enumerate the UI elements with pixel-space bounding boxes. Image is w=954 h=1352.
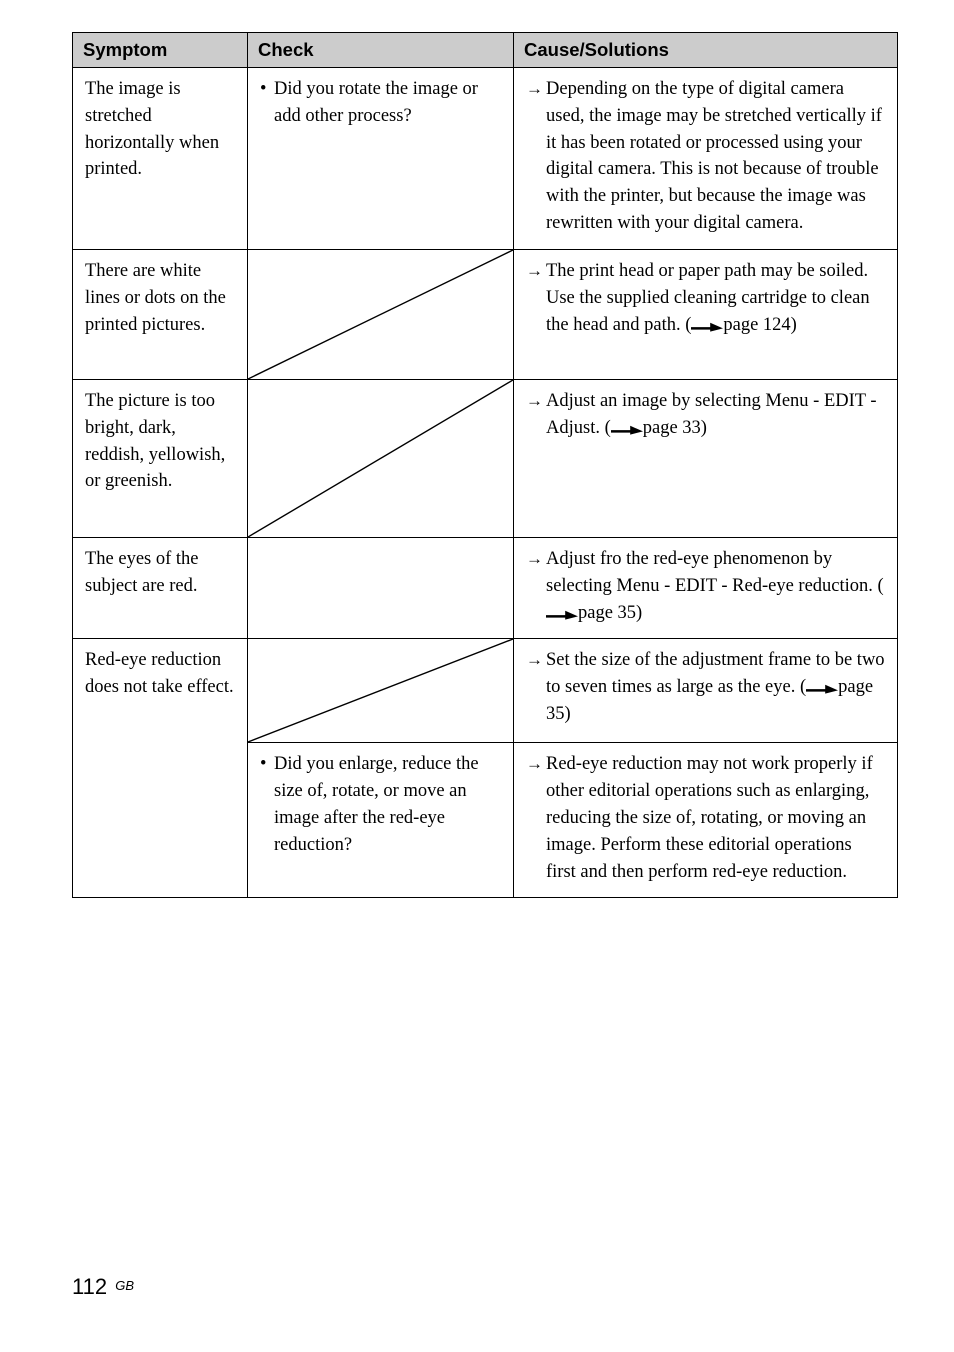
arrow-icon: → [526, 76, 546, 237]
solution-text: Adjust an image by selecting Menu - EDIT… [546, 388, 885, 442]
col-cause-header: Cause/Solutions [514, 33, 898, 68]
bullet-icon: • [260, 751, 274, 858]
symptom-cell: Red-eye reduction does not take effect. [73, 639, 248, 898]
check-text: Did you enlarge, reduce the size of, rot… [274, 751, 501, 858]
arrow-icon: → [526, 546, 546, 626]
solution-text: Depending on the type of digital camera … [546, 76, 885, 237]
cause-cell: →Set the size of the adjustment frame to… [514, 639, 898, 743]
page-container: Symptom Check Cause/Solutions The image … [0, 0, 954, 898]
table-row: The picture is too bright, dark, reddish… [73, 379, 898, 537]
symptom-cell: There are white lines or dots on the pri… [73, 249, 248, 379]
check-bullet: •Did you enlarge, reduce the size of, ro… [260, 751, 501, 858]
cause-cell: →Red-eye reduction may not work properly… [514, 743, 898, 898]
solution-item: →The print head or paper path may be soi… [526, 258, 885, 338]
solution-item: →Set the size of the adjustment frame to… [526, 647, 885, 727]
bullet-icon: • [260, 76, 274, 130]
cause-cell: →The print head or paper path may be soi… [514, 249, 898, 379]
symptom-cell: The image is stretched horizontally when… [73, 68, 248, 250]
table-row: There are white lines or dots on the pri… [73, 249, 898, 379]
solution-text: Adjust fro the red-eye phenomenon by sel… [546, 546, 885, 626]
solution-item: →Red-eye reduction may not work properly… [526, 751, 885, 885]
arrow-icon: → [526, 388, 546, 442]
check-bullet: •Did you rotate the image or add other p… [260, 76, 501, 130]
page-footer: 112 GB [72, 1274, 134, 1300]
table-row: The eyes of the subject are red. →Adjust … [73, 537, 898, 638]
solution-text: The print head or paper path may be soil… [546, 258, 885, 338]
col-check-header: Check [248, 33, 514, 68]
troubleshoot-table: Symptom Check Cause/Solutions The image … [72, 32, 898, 898]
cause-cell: →Adjust fro the red-eye phenomenon by se… [514, 537, 898, 638]
cause-cell: →Depending on the type of digital camera… [514, 68, 898, 250]
col-symptom-header: Symptom [73, 33, 248, 68]
check-cell [248, 379, 514, 537]
cause-cell: →Adjust an image by selecting Menu - EDI… [514, 379, 898, 537]
check-cell: •Did you enlarge, reduce the size of, ro… [248, 743, 514, 898]
solution-item: →Adjust fro the red-eye phenomenon by se… [526, 546, 885, 626]
check-cell: •Did you rotate the image or add other p… [248, 68, 514, 250]
solution-item: →Adjust an image by selecting Menu - EDI… [526, 388, 885, 442]
symptom-cell: The eyes of the subject are red. [73, 537, 248, 638]
arrow-icon: → [526, 258, 546, 338]
solution-text: Red-eye reduction may not work properly … [546, 751, 885, 885]
table-row: Red-eye reduction does not take effect.→… [73, 639, 898, 743]
solution-item: →Depending on the type of digital camera… [526, 76, 885, 237]
arrow-icon: → [526, 751, 546, 885]
check-cell [248, 537, 514, 638]
arrow-icon: → [526, 647, 546, 727]
solution-text: Set the size of the adjustment frame to … [546, 647, 885, 727]
check-cell [248, 249, 514, 379]
table-row: The image is stretched horizontally when… [73, 68, 898, 250]
page-region: GB [115, 1278, 134, 1293]
check-text: Did you rotate the image or add other pr… [274, 76, 501, 130]
check-cell [248, 639, 514, 743]
symptom-cell: The picture is too bright, dark, reddish… [73, 379, 248, 537]
page-number: 112 [72, 1274, 107, 1299]
